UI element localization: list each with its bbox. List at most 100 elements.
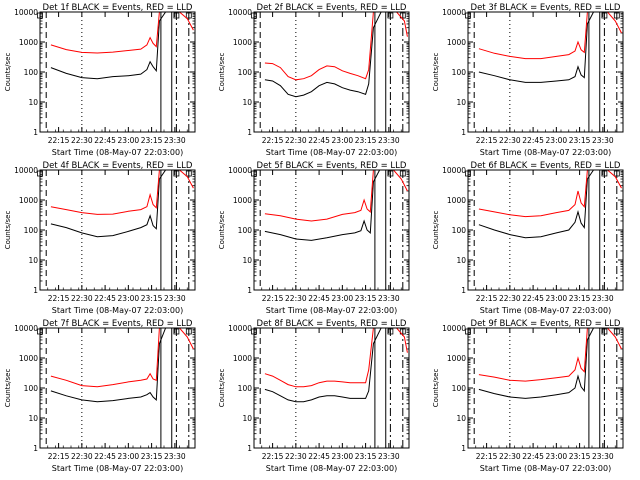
- y-axis-label: Counts/sec: [4, 53, 12, 92]
- lld-series-line: [264, 328, 408, 388]
- x-tick-label: 23:00: [332, 294, 354, 303]
- y-tick-label: 1000: [233, 38, 252, 47]
- x-tick-label: 22:30: [285, 294, 307, 303]
- x-axis-label: Start Time (08-May-07 22:03:00): [52, 306, 183, 315]
- x-tick-label: 22:30: [499, 452, 521, 461]
- y-tick-label: 1000: [233, 354, 252, 363]
- events-series-line: [50, 12, 194, 80]
- x-tick-label: 22:15: [476, 294, 498, 303]
- x-tick-label: 22:15: [262, 294, 284, 303]
- y-tick-label: 100: [24, 226, 39, 235]
- x-tick-label: 22:45: [94, 452, 116, 461]
- panel-det-3: Det 3f BLACK = Events, RED = LLD Counts/s…: [432, 3, 624, 157]
- marker-box: [185, 12, 192, 19]
- marker-box: [613, 328, 620, 335]
- x-tick-label: 22:15: [476, 452, 498, 461]
- y-tick-label: 10: [242, 256, 252, 265]
- y-axis-label: Counts/sec: [432, 53, 440, 92]
- y-tick-label: 1: [461, 286, 466, 295]
- x-tick-label: 22:30: [71, 136, 93, 145]
- x-tick-label: 23:00: [546, 136, 568, 145]
- events-series-line: [264, 170, 408, 241]
- events-series-line: [478, 12, 622, 83]
- y-tick-label: 10: [242, 98, 252, 107]
- marker-box: [613, 170, 620, 177]
- panel-det-1: Det 1f BLACK = Events, RED = LLD Counts/s…: [4, 3, 196, 157]
- marker-box: [173, 170, 180, 177]
- x-tick-label: 22:45: [308, 452, 330, 461]
- x-tick-label: 22:15: [48, 452, 70, 461]
- panel-title: Det 2f BLACK = Events, RED = LLD: [257, 3, 407, 13]
- x-axis-label: Start Time (08-May-07 22:03:00): [266, 306, 397, 315]
- events-series-line: [264, 328, 408, 403]
- marker-box: [399, 170, 406, 177]
- x-tick-label: 23:30: [164, 294, 186, 303]
- x-tick-label: 22:30: [285, 452, 307, 461]
- plot-frame: [467, 327, 624, 449]
- panel-title: Det 6f BLACK = Events, RED = LLD: [471, 161, 621, 171]
- marker-box: [387, 12, 394, 19]
- y-axis-label: Counts/sec: [218, 369, 226, 408]
- y-tick-label: 10000: [14, 324, 38, 333]
- x-tick-label: 23:15: [141, 294, 163, 303]
- y-tick-label: 10000: [228, 166, 252, 175]
- y-tick-label: 10: [456, 414, 466, 423]
- x-tick-label: 23:30: [164, 452, 186, 461]
- x-tick-label: 23:30: [592, 136, 614, 145]
- marker-box: [613, 12, 620, 19]
- y-axis-label: Counts/sec: [432, 369, 440, 408]
- x-tick-label: 22:45: [308, 294, 330, 303]
- y-axis-label: Counts/sec: [218, 211, 226, 250]
- y-tick-label: 1000: [19, 354, 38, 363]
- x-tick-label: 23:15: [355, 136, 377, 145]
- x-tick-label: 22:30: [499, 294, 521, 303]
- x-tick-label: 23:30: [378, 136, 400, 145]
- x-tick-label: 22:15: [262, 136, 284, 145]
- x-axis-label: Start Time (08-May-07 22:03:00): [480, 148, 611, 157]
- x-tick-label: 22:15: [476, 136, 498, 145]
- x-tick-label: 22:15: [48, 294, 70, 303]
- x-tick-label: 23:15: [355, 294, 377, 303]
- y-axis-label: Counts/sec: [4, 211, 12, 250]
- x-tick-label: 23:15: [141, 136, 163, 145]
- lld-series-line: [264, 170, 408, 222]
- x-axis-label: Start Time (08-May-07 22:03:00): [52, 148, 183, 157]
- y-tick-label: 100: [238, 68, 253, 77]
- y-tick-label: 1: [33, 444, 38, 453]
- panel-grid: Det 1f BLACK = Events, RED = LLD Counts/s…: [4, 3, 624, 473]
- lld-series-line: [478, 328, 622, 382]
- plot-frame: [253, 169, 410, 291]
- x-tick-label: 23:30: [378, 294, 400, 303]
- x-axis-label: Start Time (08-May-07 22:03:00): [480, 306, 611, 315]
- plot-frame: [467, 11, 624, 133]
- events-series-line: [264, 12, 408, 98]
- panel-title: Det 1f BLACK = Events, RED = LLD: [43, 3, 193, 13]
- x-tick-label: 23:30: [592, 452, 614, 461]
- y-tick-label: 10: [28, 256, 38, 265]
- y-tick-label: 100: [24, 384, 39, 393]
- panel-title: Det 4f BLACK = Events, RED = LLD: [43, 161, 193, 171]
- marker-box: [173, 12, 180, 19]
- x-tick-label: 22:15: [262, 452, 284, 461]
- y-tick-label: 1: [33, 286, 38, 295]
- x-tick-label: 22:30: [71, 452, 93, 461]
- events-series-line: [478, 170, 622, 239]
- marker-box: [387, 328, 394, 335]
- y-tick-label: 1: [33, 128, 38, 137]
- lld-series-line: [264, 12, 408, 81]
- plot-frame: [253, 11, 410, 133]
- x-tick-label: 22:15: [48, 136, 70, 145]
- x-tick-label: 23:30: [592, 294, 614, 303]
- x-axis-label: Start Time (08-May-07 22:03:00): [266, 464, 397, 473]
- y-tick-label: 1000: [447, 196, 466, 205]
- marker-box: [185, 328, 192, 335]
- y-tick-label: 10: [28, 414, 38, 423]
- x-tick-label: 23:15: [569, 136, 591, 145]
- y-tick-label: 1: [247, 286, 252, 295]
- y-tick-label: 100: [238, 384, 253, 393]
- lld-series-line: [50, 328, 194, 388]
- y-tick-label: 1000: [19, 38, 38, 47]
- plot-frame: [39, 327, 196, 449]
- x-tick-label: 23:15: [141, 452, 163, 461]
